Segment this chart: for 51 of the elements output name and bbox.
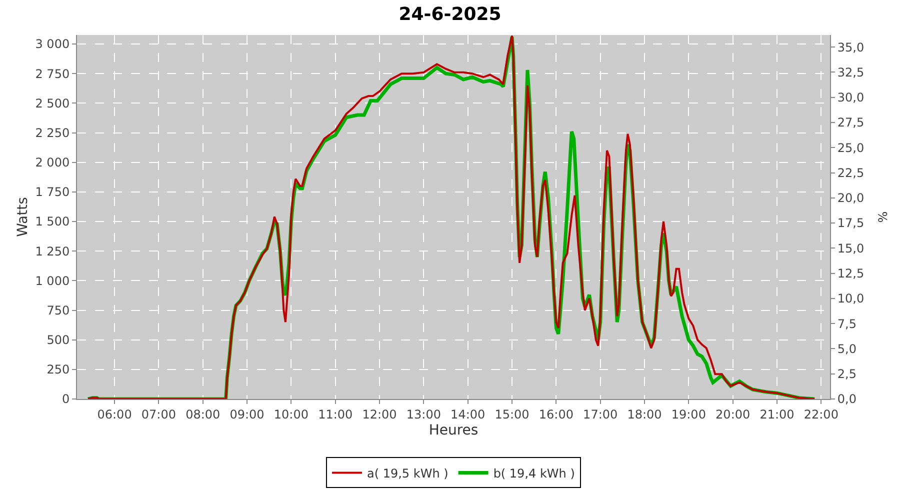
y-tick-label: 2 000 (35, 156, 70, 170)
x-tick-label: 22:00 (804, 407, 838, 422)
legend-label: b( 19,4 kWh ) (493, 466, 575, 480)
x-tick-label: 12:00 (362, 407, 397, 422)
x-tick-label: 07:00 (141, 407, 176, 422)
y-tick-label: 250 (46, 362, 70, 377)
x-tick-label: 16:00 (538, 407, 574, 422)
x-tick-label: 13:00 (406, 407, 441, 422)
y-tick-label: 1 500 (35, 214, 70, 229)
y2-tick-label: 12,5 (837, 266, 864, 281)
y-tick-label: 2 750 (35, 66, 70, 81)
y2-tick-label: 2,5 (837, 367, 856, 382)
y-tick-label: 3 000 (35, 37, 70, 52)
legend-label: a( 19,5 kWh ) (367, 466, 448, 480)
y2-axis-title: % (876, 211, 890, 223)
y2-tick-label: 0,0 (837, 392, 856, 406)
y-tick-label: 1 000 (35, 274, 70, 288)
y-axis-title: Watts (14, 197, 31, 237)
y-tick-label: 500 (46, 333, 70, 348)
x-tick-label: 15:00 (494, 407, 530, 422)
y2-tick-label: 10,0 (837, 292, 864, 306)
y2-tick-label: 17,5 (837, 216, 864, 230)
y2-tick-label: 22,5 (837, 166, 864, 180)
y2-tick-label: 27,5 (837, 116, 864, 130)
y-tick-label: 750 (46, 303, 70, 318)
y-tick-label: 1 250 (35, 244, 70, 258)
x-tick-label: 06:00 (97, 407, 132, 422)
y2-tick-label: 7,5 (837, 316, 856, 331)
x-tick-label: 14:00 (450, 407, 486, 422)
y2-tick-label: 35,0 (837, 40, 864, 54)
y-tick-label: 2 250 (35, 126, 70, 140)
y-tick-label: 2 500 (35, 96, 70, 110)
x-tick-label: 21:00 (760, 407, 794, 422)
y2-tick-label: 30,0 (837, 90, 864, 105)
y2-tick-label: 5,0 (837, 342, 856, 356)
y2-tick-label: 25,0 (837, 140, 864, 155)
y2-tick-label: 15,0 (837, 241, 864, 256)
x-tick-label: 19:00 (671, 407, 706, 422)
x-tick-label: 09:00 (230, 407, 264, 422)
y2-tick-label: 20,0 (837, 191, 864, 206)
x-tick-label: 18:00 (627, 407, 662, 422)
y2-tick-label: 32,5 (837, 65, 864, 80)
x-tick-label: 08:00 (186, 407, 220, 422)
y-tick-label: 0 (62, 392, 70, 406)
y-tick-label: 1 750 (35, 185, 70, 200)
x-tick-label: 11:00 (318, 407, 353, 422)
x-tick-label: 17:00 (583, 407, 618, 422)
chart-title: 24-6-2025 (398, 4, 502, 26)
x-axis-title: Heures (428, 422, 478, 439)
x-tick-label: 20:00 (716, 407, 750, 422)
x-tick-label: 10:00 (274, 407, 308, 422)
